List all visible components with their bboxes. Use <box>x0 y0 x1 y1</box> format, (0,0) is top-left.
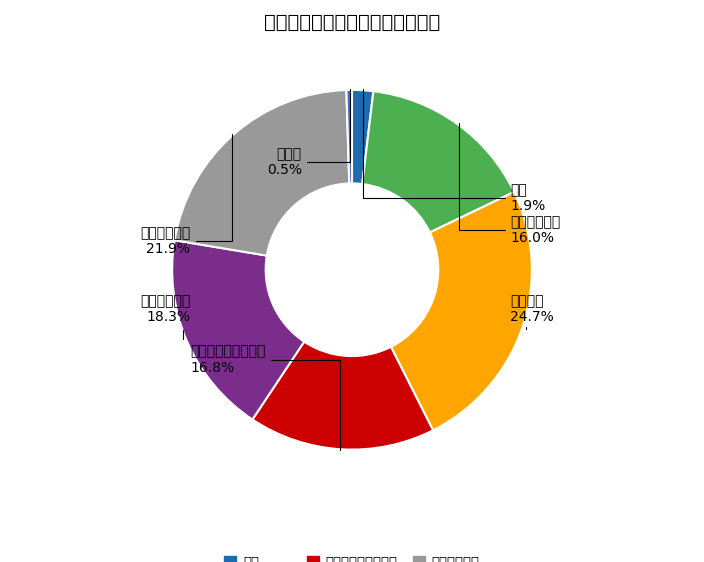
Wedge shape <box>391 192 532 430</box>
Wedge shape <box>253 342 433 450</box>
Wedge shape <box>172 241 304 419</box>
Legend: 金属, 輸送機・建機, インフラ, メデイア・デジタル, 生活・不動産, 資源・化学品, その他: 金属, 輸送機・建機, インフラ, メデイア・デジタル, 生活・不動産, 資源・… <box>219 551 485 562</box>
Title: 住友商事　セグメント別利益推移: 住友商事 セグメント別利益推移 <box>264 13 440 32</box>
Wedge shape <box>363 91 514 233</box>
Text: 資源・化学品
21.9%: 資源・化学品 21.9% <box>140 134 232 256</box>
Text: メデイア・デジタル
16.8%: メデイア・デジタル 16.8% <box>190 345 341 450</box>
Wedge shape <box>346 90 352 183</box>
Wedge shape <box>175 90 349 256</box>
Text: 金属
1.9%: 金属 1.9% <box>363 89 546 213</box>
Wedge shape <box>352 90 373 184</box>
Text: 輸送機・建機
16.0%: 輸送機・建機 16.0% <box>459 124 560 245</box>
Text: その他
0.5%: その他 0.5% <box>267 89 351 177</box>
Text: 生活・不動産
18.3%: 生活・不動産 18.3% <box>140 294 190 339</box>
Text: インフラ
24.7%: インフラ 24.7% <box>510 294 554 329</box>
